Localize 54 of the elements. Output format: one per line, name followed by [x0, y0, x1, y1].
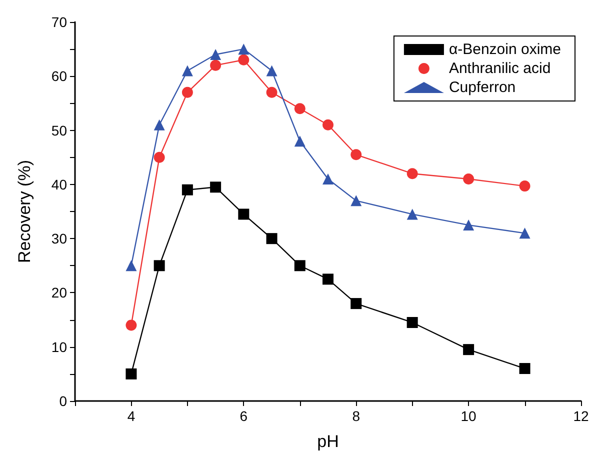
point	[182, 86, 193, 98]
point	[322, 119, 334, 130]
point	[126, 260, 137, 272]
point	[519, 363, 530, 374]
point	[322, 274, 334, 285]
point	[294, 260, 306, 272]
point	[350, 195, 362, 206]
x-tick-label: 10	[460, 408, 477, 424]
point	[210, 48, 222, 60]
point	[406, 316, 418, 328]
point	[294, 103, 306, 114]
point	[154, 260, 165, 272]
point	[406, 208, 418, 220]
point	[154, 152, 165, 163]
y-tick-label: 0	[59, 393, 68, 409]
point	[182, 65, 193, 76]
y-tick-label: 50	[51, 122, 68, 138]
point	[519, 228, 530, 239]
legend-label: α-Benzoin oxime	[448, 41, 562, 58]
y-tick-label: 30	[51, 230, 68, 247]
legend-label: Anthranilic acid	[448, 60, 551, 77]
point	[182, 184, 193, 196]
point	[406, 168, 418, 180]
x-tick-label: 8	[352, 408, 360, 424]
y-tick-label: 40	[51, 176, 68, 192]
x-tick-label: 12	[573, 408, 589, 424]
point	[294, 136, 306, 147]
point	[350, 298, 362, 310]
point	[238, 44, 250, 55]
point	[463, 220, 474, 231]
point	[322, 174, 334, 185]
point	[519, 180, 530, 192]
point	[126, 320, 137, 331]
point	[154, 119, 165, 130]
y-tick-label: 10	[51, 338, 68, 355]
point	[210, 182, 222, 193]
point	[266, 65, 278, 76]
point	[266, 233, 278, 244]
y-tick-label: 60	[51, 68, 68, 84]
point	[463, 344, 474, 356]
point	[238, 54, 250, 66]
point	[266, 86, 278, 98]
point	[350, 149, 362, 160]
point	[463, 174, 474, 185]
point	[126, 368, 137, 380]
x-tick-label: 4	[127, 408, 136, 424]
point	[238, 208, 250, 220]
legend-label: Cupferron	[448, 79, 516, 96]
y-tick-label: 70	[51, 14, 68, 30]
y-axis-title: Recovery (%)	[15, 160, 34, 263]
x-tick-label: 6	[240, 408, 248, 424]
y-tick-label: 20	[51, 284, 68, 301]
point	[210, 60, 222, 71]
x-axis-title: pH	[317, 432, 339, 451]
